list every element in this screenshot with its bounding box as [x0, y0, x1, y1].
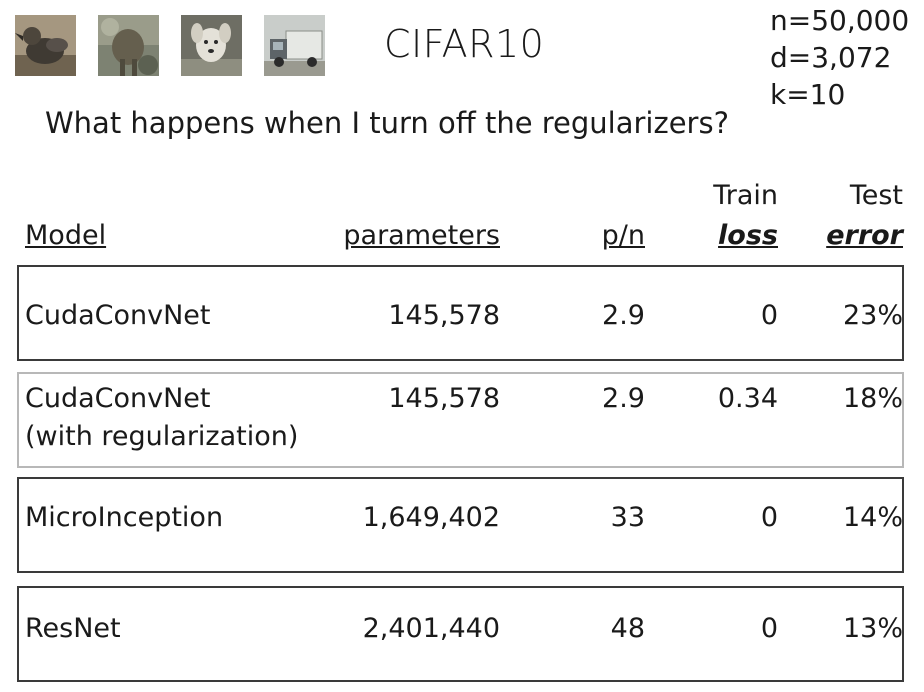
stat-d: d=3,072: [770, 41, 892, 74]
column-header-test-top: Test: [849, 180, 903, 211]
sample-image-deer: [98, 15, 159, 76]
table-row-box: [17, 372, 904, 468]
row-ratio: 2.9: [602, 300, 645, 331]
row-parameters: 145,578: [388, 300, 500, 331]
row-model: MicroInception: [25, 502, 224, 533]
column-header-parameters: parameters: [343, 220, 500, 251]
row-test-error: 14%: [842, 502, 903, 533]
row-train-loss: 0.34: [717, 383, 778, 414]
row-model-subtitle: (with regularization): [25, 421, 299, 452]
row-ratio: 48: [610, 613, 645, 644]
column-header-train-bottom: loss: [718, 220, 778, 251]
row-parameters: 1,649,402: [362, 502, 500, 533]
question-text: What happens when I turn off the regular…: [45, 106, 729, 140]
column-header-ratio: p/n: [601, 220, 645, 251]
row-ratio: 2.9: [602, 383, 645, 414]
stat-k: k=10: [770, 78, 846, 111]
table-row-box: [17, 586, 904, 682]
column-header-test-bottom: error: [826, 220, 903, 251]
row-model: CudaConvNet: [25, 383, 211, 414]
row-train-loss: 0: [760, 300, 778, 331]
row-test-error: 18%: [842, 383, 903, 414]
sample-image-dog: [181, 15, 242, 76]
row-test-error: 23%: [842, 300, 903, 331]
row-test-error: 13%: [842, 613, 903, 644]
table-row-box: [17, 265, 904, 361]
column-header-train-top: Train: [713, 180, 778, 211]
row-model: ResNet: [25, 613, 121, 644]
slide-title: CIFAR10: [384, 22, 545, 66]
sample-image-bird: [15, 15, 76, 76]
stat-n: n=50,000: [770, 4, 910, 37]
sample-image-truck: [264, 15, 325, 76]
row-parameters: 145,578: [388, 383, 500, 414]
row-model: CudaConvNet: [25, 300, 211, 331]
column-header-model: Model: [25, 220, 107, 251]
table-row-box: [17, 477, 904, 573]
row-ratio: 33: [610, 502, 645, 533]
row-train-loss: 0: [760, 613, 778, 644]
dataset-stats: n=50,000 d=3,072 k=10: [770, 2, 909, 113]
row-parameters: 2,401,440: [362, 613, 500, 644]
row-train-loss: 0: [760, 502, 778, 533]
